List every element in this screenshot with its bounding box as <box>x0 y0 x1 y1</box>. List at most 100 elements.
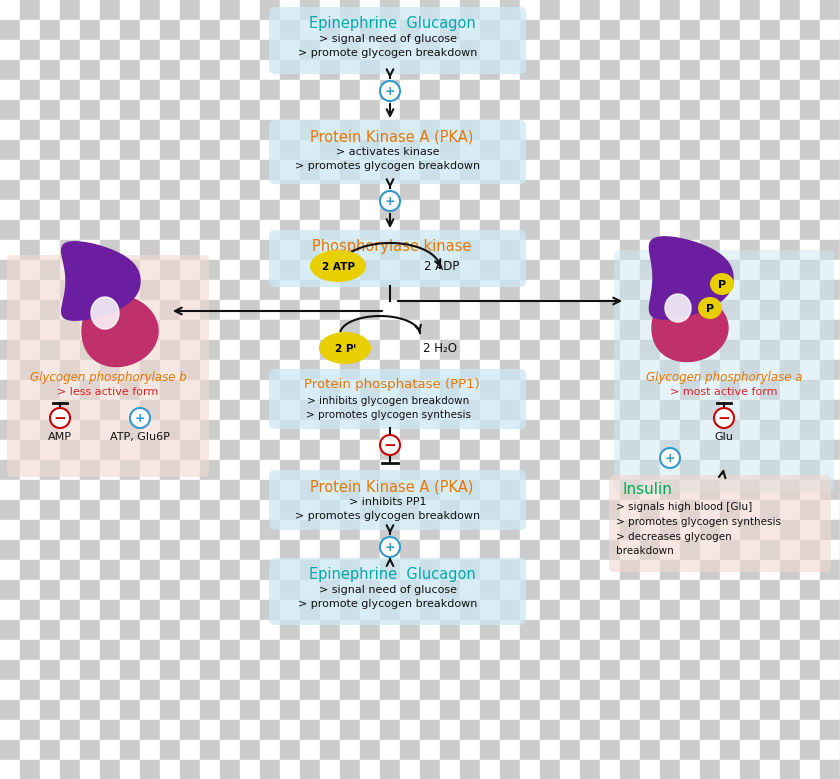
Bar <box>620 700 640 720</box>
Bar <box>160 40 180 60</box>
Bar <box>60 0 80 20</box>
Bar <box>540 180 560 200</box>
Bar <box>240 640 260 660</box>
Bar <box>420 60 440 80</box>
Bar <box>60 500 80 520</box>
Bar <box>740 380 760 400</box>
Bar <box>220 60 240 80</box>
Bar <box>800 240 820 260</box>
Bar <box>420 480 440 500</box>
Bar <box>180 680 200 700</box>
Bar <box>720 600 740 620</box>
Bar <box>660 580 680 600</box>
Bar <box>320 740 340 760</box>
Bar <box>700 140 720 160</box>
Bar <box>180 20 200 40</box>
Bar <box>340 500 360 520</box>
Bar <box>80 640 100 660</box>
Bar <box>160 760 180 779</box>
Bar <box>140 540 160 560</box>
Bar <box>560 320 580 340</box>
Bar <box>620 660 640 680</box>
Bar <box>560 260 580 280</box>
Bar <box>300 620 320 640</box>
Bar <box>120 680 140 700</box>
Bar <box>460 200 480 220</box>
Bar <box>480 380 500 400</box>
Bar <box>80 280 100 300</box>
Bar <box>800 80 820 100</box>
Text: +: + <box>385 85 396 98</box>
Bar <box>820 20 840 40</box>
Bar <box>20 400 40 420</box>
Bar <box>100 80 120 100</box>
Bar <box>240 520 260 540</box>
Bar <box>80 440 100 460</box>
Bar <box>480 760 500 779</box>
Bar <box>680 440 700 460</box>
Bar <box>340 540 360 560</box>
Bar <box>780 420 800 440</box>
Bar <box>100 720 120 740</box>
Bar <box>300 760 320 779</box>
Bar <box>440 220 460 240</box>
Bar <box>620 620 640 640</box>
Bar <box>820 460 840 480</box>
Bar <box>780 340 800 360</box>
Bar <box>500 320 520 340</box>
Bar <box>300 260 320 280</box>
Bar <box>200 480 220 500</box>
Bar <box>200 660 220 680</box>
Bar <box>300 520 320 540</box>
Bar <box>20 620 40 640</box>
Bar <box>760 340 780 360</box>
Bar <box>480 600 500 620</box>
Bar <box>540 400 560 420</box>
Bar <box>140 520 160 540</box>
Bar <box>680 180 700 200</box>
Bar <box>340 600 360 620</box>
Bar <box>660 440 680 460</box>
Bar <box>760 80 780 100</box>
Polygon shape <box>61 241 140 320</box>
Bar <box>740 700 760 720</box>
Bar <box>760 580 780 600</box>
Bar <box>740 80 760 100</box>
Bar <box>140 60 160 80</box>
Bar <box>520 640 540 660</box>
Bar <box>600 620 620 640</box>
Text: P: P <box>718 280 726 290</box>
Bar <box>240 620 260 640</box>
Bar <box>400 560 420 580</box>
Bar <box>180 520 200 540</box>
Bar <box>480 660 500 680</box>
Bar <box>580 400 600 420</box>
Bar <box>500 260 520 280</box>
Bar <box>180 560 200 580</box>
Bar <box>720 400 740 420</box>
Bar <box>360 0 380 20</box>
Bar <box>400 500 420 520</box>
Bar <box>340 400 360 420</box>
Bar <box>660 760 680 779</box>
Bar <box>360 540 380 560</box>
Bar <box>100 700 120 720</box>
Bar <box>20 60 40 80</box>
Bar <box>720 660 740 680</box>
Bar <box>560 240 580 260</box>
FancyBboxPatch shape <box>7 255 209 477</box>
Bar <box>220 720 240 740</box>
Bar <box>20 740 40 760</box>
Bar <box>640 40 660 60</box>
Bar <box>140 100 160 120</box>
Bar <box>120 440 140 460</box>
Bar <box>260 340 280 360</box>
Bar <box>420 100 440 120</box>
Bar <box>60 260 80 280</box>
Bar <box>420 260 440 280</box>
Bar <box>60 280 80 300</box>
Bar <box>200 80 220 100</box>
Bar <box>780 600 800 620</box>
Bar <box>160 420 180 440</box>
Bar <box>240 20 260 40</box>
